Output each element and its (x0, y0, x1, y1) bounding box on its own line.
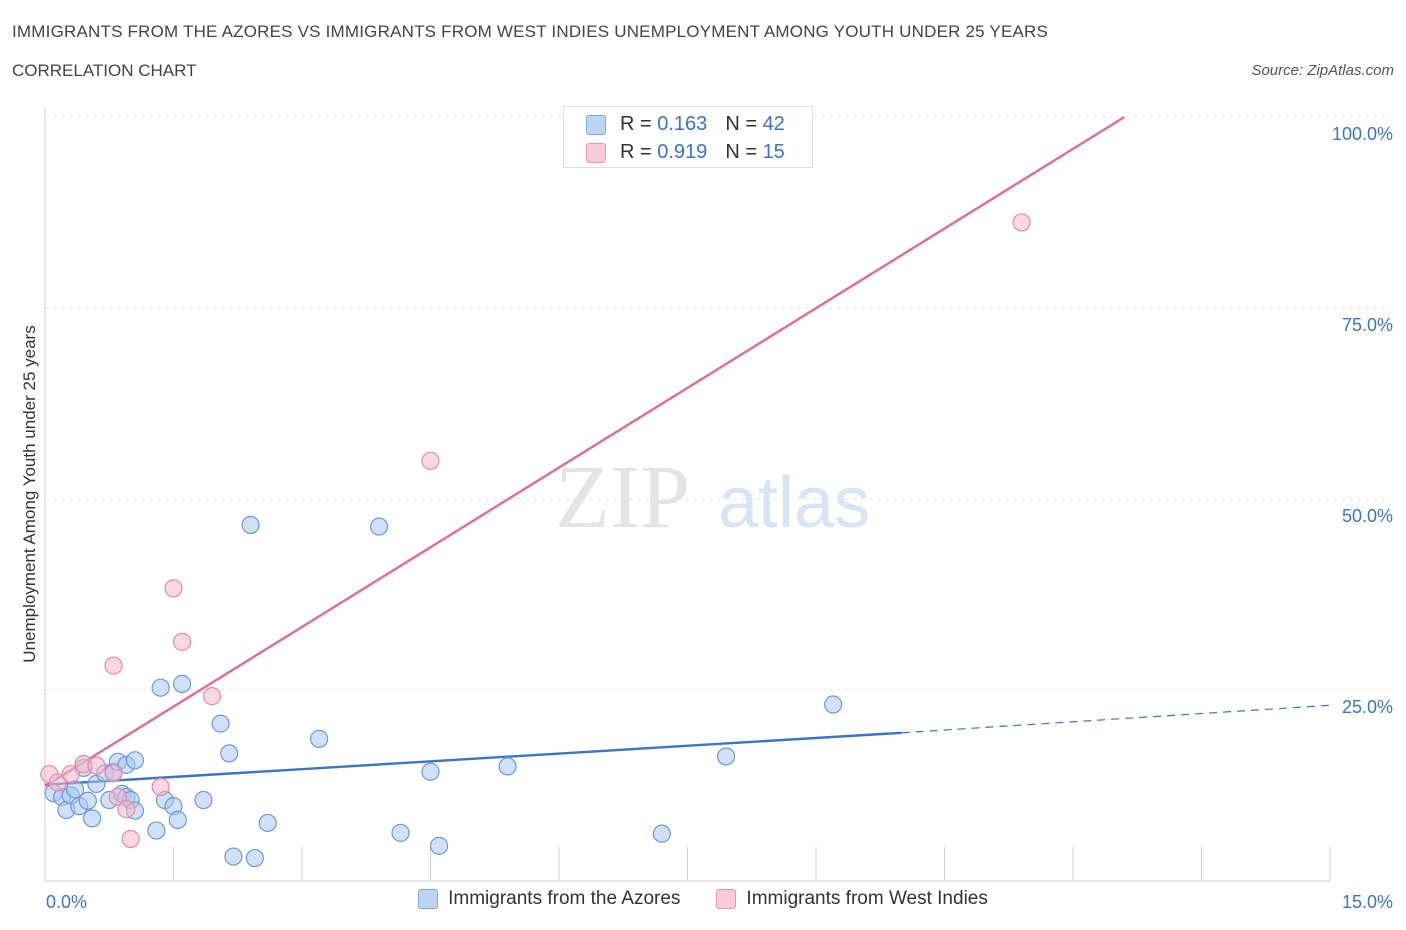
data-point-azores (824, 695, 843, 714)
data-points (40, 213, 1031, 868)
y-tick-label: 50.0% (1342, 506, 1393, 526)
n-label: N = (725, 113, 763, 135)
data-point-azores (241, 515, 260, 535)
data-point-azores (310, 729, 329, 748)
watermark-atlas: atlas (718, 463, 870, 543)
data-point-west-indies (421, 451, 440, 470)
data-point-west-indies (172, 632, 192, 651)
data-point-azores (429, 836, 449, 855)
data-point-west-indies (117, 800, 136, 819)
n-value: 42 (762, 113, 785, 135)
y-tick-label: 75.0% (1342, 315, 1393, 335)
data-point-azores (652, 824, 671, 843)
trend-line-azores (44, 731, 902, 786)
watermark: ZIP atlas (555, 448, 870, 547)
data-point-azores (78, 791, 97, 810)
n-value: 15 (762, 141, 785, 163)
data-point-azores (172, 674, 192, 693)
legend-label-west-indies: Immigrants from West Indies (746, 888, 988, 909)
data-point-azores (220, 744, 239, 763)
data-point-azores (224, 847, 243, 866)
data-point-west-indies (121, 829, 140, 849)
data-point-azores (151, 678, 170, 697)
data-point-azores (211, 714, 230, 733)
trend-line-west-indies (44, 115, 1126, 788)
y-axis-label: Unemployment Among Youth under 25 years (20, 325, 39, 662)
data-point-azores (258, 813, 277, 833)
data-point-azores (716, 747, 736, 766)
data-point-west-indies (61, 764, 80, 784)
data-point-west-indies (1012, 213, 1031, 232)
data-point-west-indies (104, 764, 123, 783)
legend-item-west-indies[interactable]: Immigrants from West Indies (716, 888, 988, 910)
r-label: R = (620, 141, 658, 163)
y-tick-label: 25.0% (1342, 697, 1393, 717)
data-point-west-indies (87, 756, 106, 775)
axes (44, 107, 1331, 882)
x-tick-labels: 0.0% 15.0% (46, 892, 1393, 912)
legend-swatch-azores (418, 889, 439, 909)
data-point-west-indies (164, 579, 183, 598)
watermark-zip: ZIP (555, 448, 690, 547)
trend-lines (44, 115, 1331, 788)
swatch-west-indies (586, 142, 606, 163)
legend-label-azores: Immigrants from the Azores (448, 888, 681, 909)
data-point-azores (421, 762, 440, 781)
data-point-west-indies (151, 777, 170, 797)
n-label: N = (725, 141, 763, 163)
y-tick-label: 100.0% (1332, 124, 1393, 144)
x-tick-label: 0.0% (46, 892, 87, 912)
source-label: Source: ZipAtlas.com (1251, 62, 1394, 79)
data-point-azores (194, 790, 213, 810)
x-tick-label: 15.0% (1342, 892, 1393, 912)
bottom-legend: Immigrants from the Azores Immigrants fr… (0, 888, 1406, 910)
swatch-azores (586, 114, 606, 135)
data-point-azores (391, 823, 410, 842)
data-point-azores (125, 751, 145, 770)
chart-subtitle: CORRELATION CHART (12, 61, 197, 80)
data-point-azores (245, 848, 264, 868)
data-point-azores (370, 517, 389, 536)
data-point-west-indies (202, 687, 222, 706)
y-tick-labels: 100.0% 75.0% 50.0% 25.0% (1332, 124, 1393, 717)
data-point-azores (83, 809, 102, 828)
r-value: 0.163 (657, 113, 708, 135)
trend-line-extension (901, 704, 1331, 734)
data-point-azores (498, 757, 517, 776)
r-value: 0.919 (657, 141, 708, 163)
data-point-west-indies (104, 656, 123, 675)
grid-lines (45, 116, 1390, 691)
data-point-west-indies (48, 773, 67, 792)
data-point-azores (147, 821, 166, 840)
stats-legend: R = 0.163 N = 42 R = 0.919 N = 15 (563, 106, 813, 168)
legend-item-azores[interactable]: Immigrants from the Azores (418, 888, 680, 910)
stats-row-azores: R = 0.163 N = 42 (586, 113, 785, 136)
legend-swatch-west-indies (716, 889, 737, 909)
r-label: R = (620, 113, 658, 135)
data-point-azores (168, 810, 187, 829)
chart-title: IMMIGRANTS FROM THE AZORES VS IMMIGRANTS… (12, 22, 1049, 41)
stats-row-west-indies: R = 0.919 N = 15 (586, 141, 785, 164)
